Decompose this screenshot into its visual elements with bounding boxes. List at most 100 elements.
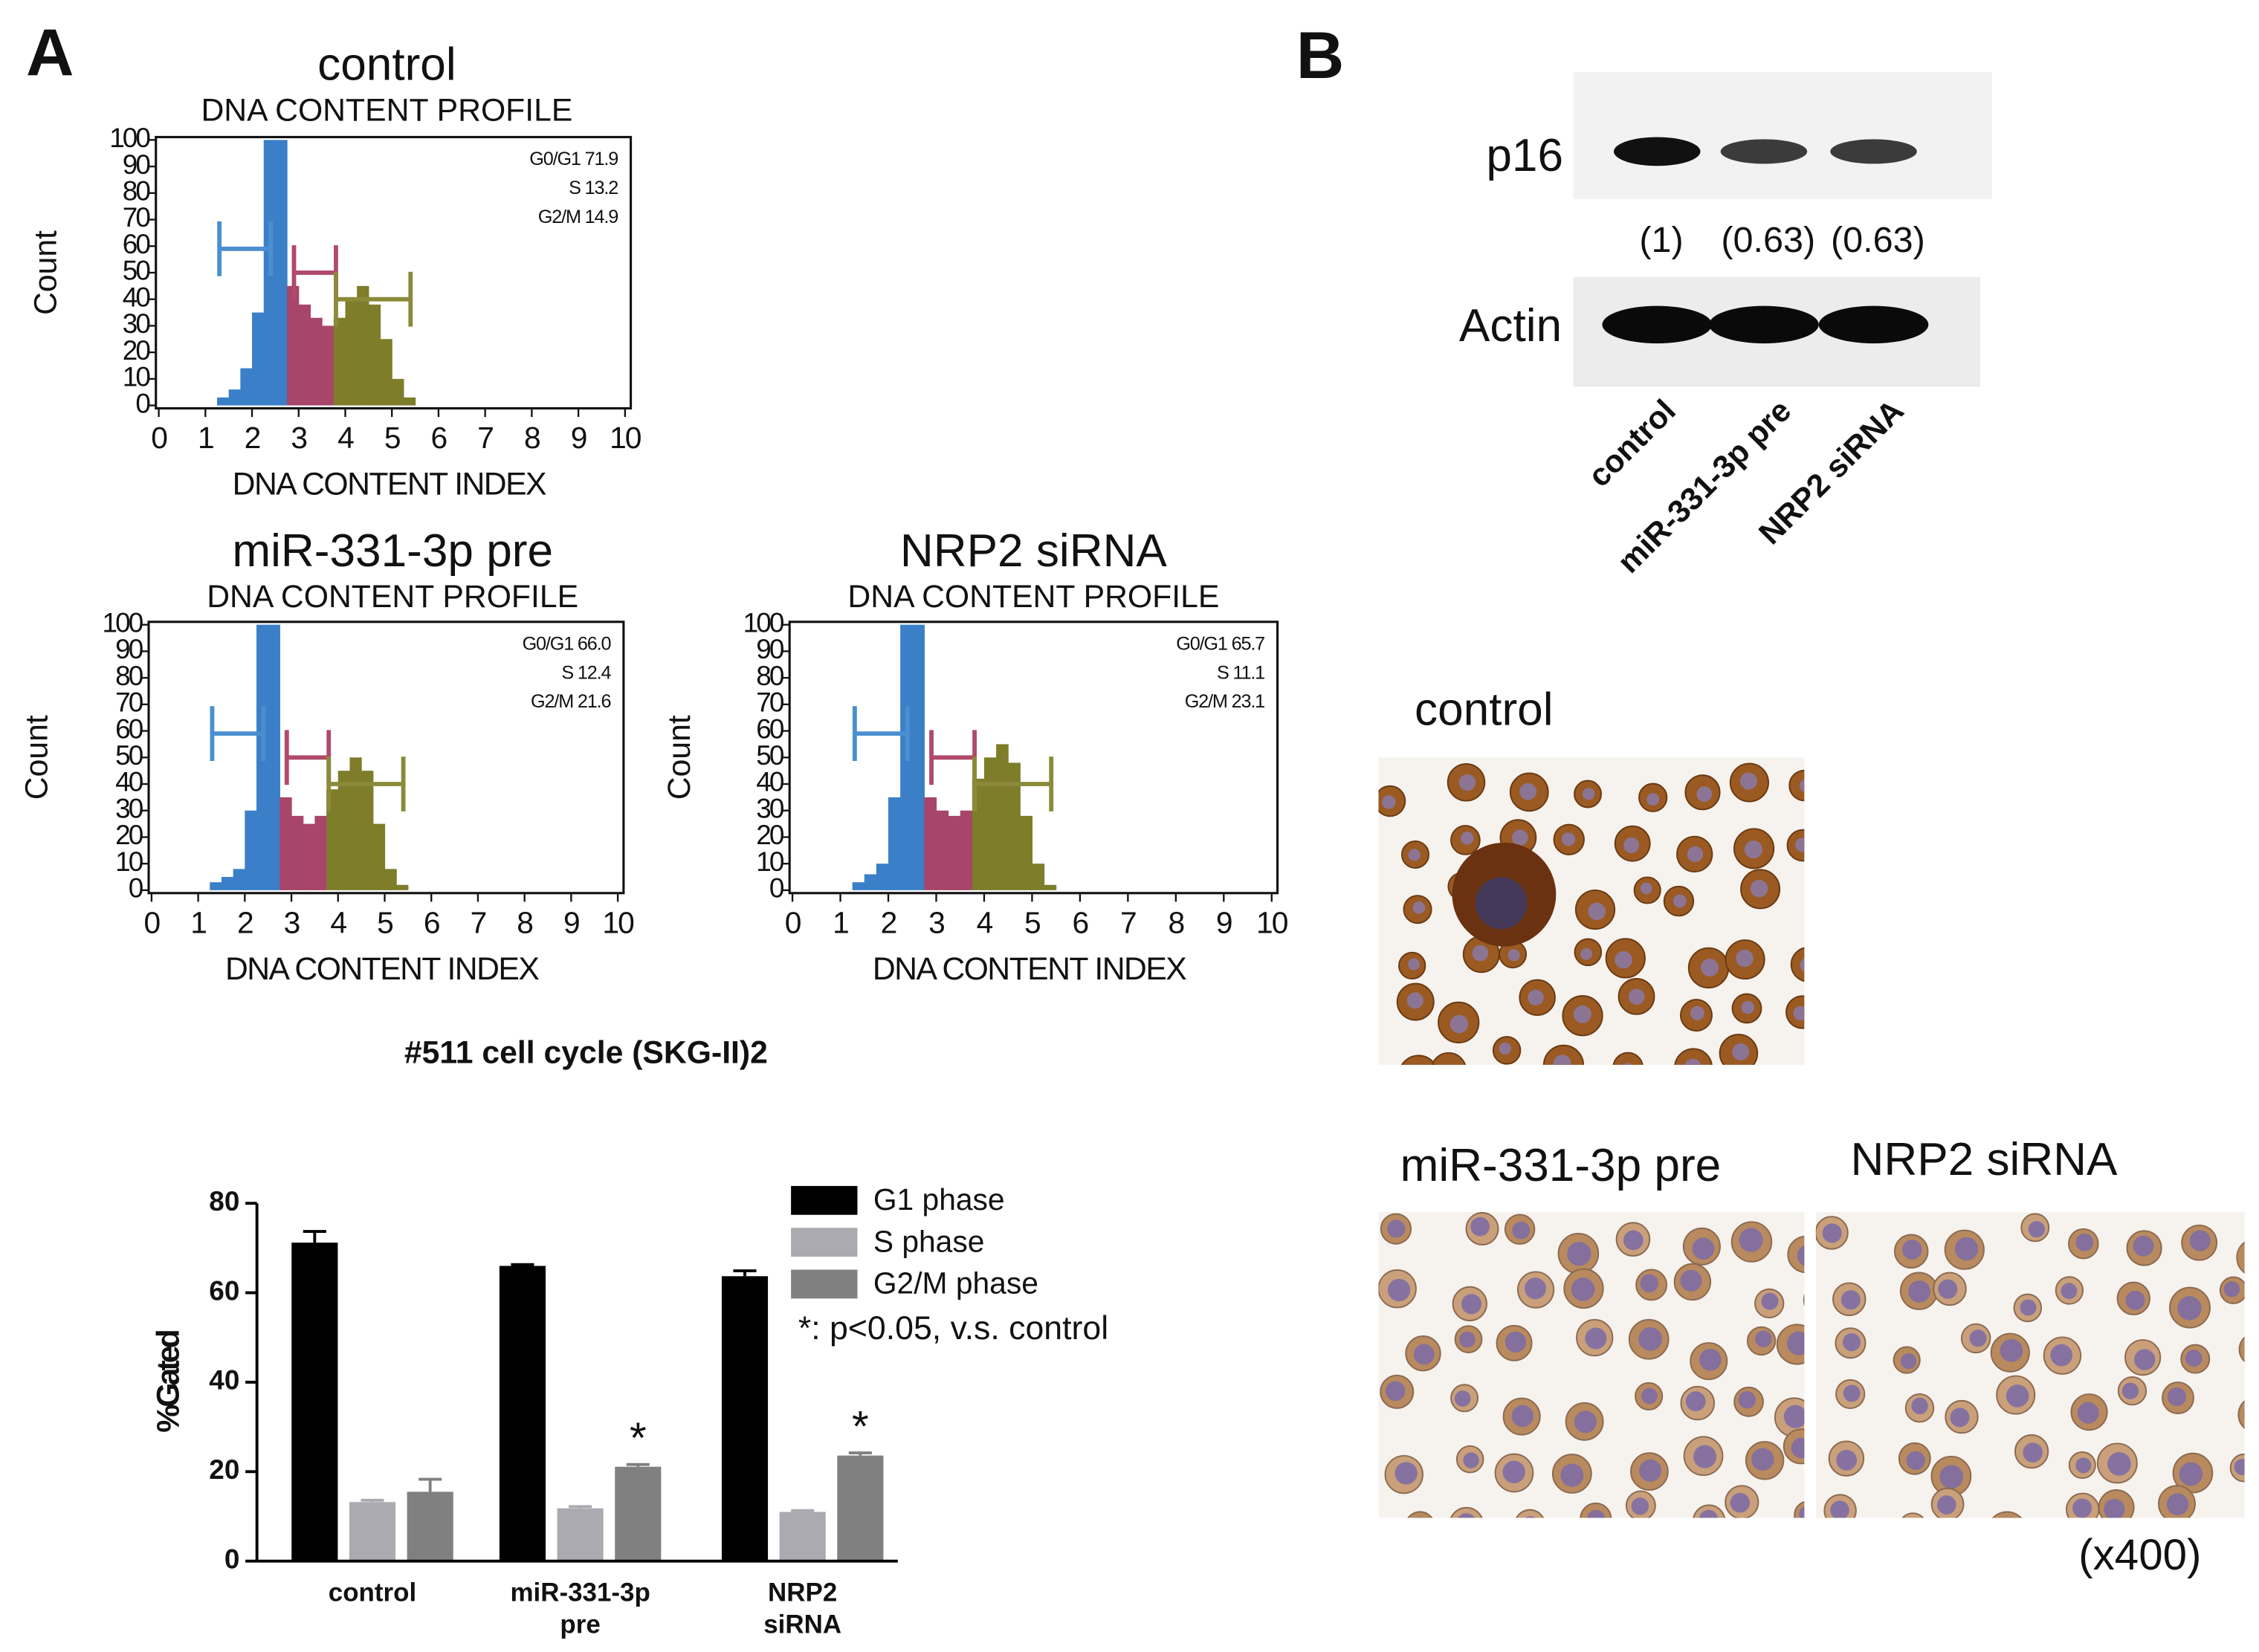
histogram-bar — [912, 624, 925, 890]
y-tick-label: 60 — [209, 1275, 239, 1306]
x-tick-label: 3 — [284, 905, 300, 939]
x-tick-label: 2 — [881, 905, 896, 939]
nucleus — [1458, 774, 1476, 791]
histogram-bar — [380, 339, 392, 406]
x-tick-label: 5 — [384, 421, 400, 455]
y-tick-label: 50 — [115, 740, 143, 771]
histogram-bar — [333, 317, 346, 406]
micrograph-label: control — [1415, 684, 1553, 736]
nucleus — [1791, 1437, 1805, 1459]
nucleus — [2185, 1350, 2203, 1367]
nucleus — [2077, 1402, 2099, 1424]
histogram-bar — [396, 884, 409, 890]
significance: * — [852, 1402, 869, 1451]
nucleus — [2107, 1452, 2131, 1476]
nucleus — [2133, 1349, 2156, 1370]
y-tick-label: 20 — [756, 820, 784, 850]
legend-swatch — [791, 1185, 858, 1215]
nucleus — [2133, 1235, 2154, 1257]
y-tick-label: 50 — [123, 256, 151, 286]
nucleus — [1499, 1042, 1512, 1055]
nucleus — [2189, 1230, 2211, 1251]
chart-title: #511 cell cycle (SKG-II)2 — [404, 1035, 768, 1071]
histogram-bar — [852, 882, 865, 890]
nucleus — [1454, 1390, 1471, 1407]
x-tick-label: pre — [560, 1610, 600, 1639]
nucleus — [1446, 1063, 1453, 1065]
nucleus — [1938, 1279, 1958, 1299]
x-tick-label: 9 — [1216, 905, 1232, 939]
nucleus — [1741, 1000, 1755, 1014]
y-tick-label: 20 — [123, 335, 151, 366]
y-tick-label: 30 — [123, 308, 151, 339]
histogram-bar — [210, 882, 222, 890]
cell — [1516, 1509, 1545, 1518]
nucleus — [2072, 1498, 2092, 1518]
nucleus — [1502, 1460, 1525, 1484]
nucleus — [1525, 1516, 1536, 1518]
nucleus — [1450, 1014, 1469, 1034]
y-tick-label: 0 — [129, 873, 143, 904]
x-tick-label: 5 — [377, 905, 392, 939]
y-tick-label: 0 — [224, 1544, 240, 1574]
nucleus — [1571, 1277, 1595, 1301]
annotation: G2/M 23.1 — [1185, 691, 1264, 712]
x-tick-label: 3 — [928, 905, 944, 939]
x-tick-label: 2 — [245, 421, 260, 455]
nucleus — [1588, 902, 1606, 921]
nucleus — [1573, 1005, 1591, 1023]
chart-title: miR-331-3p pre — [232, 525, 553, 577]
histogram-bar — [287, 285, 300, 406]
nucleus — [1387, 1278, 1411, 1302]
x-tick-label: siRNA — [763, 1610, 841, 1639]
nucleus — [2246, 1340, 2259, 1359]
y-tick-label: 0 — [769, 873, 784, 904]
nucleus — [1458, 1513, 1476, 1518]
histogram-bar — [275, 140, 288, 406]
y-tick-label: 10 — [123, 362, 151, 392]
blot-band — [1720, 139, 1808, 164]
plot-frame — [155, 135, 633, 409]
cell — [1809, 869, 1841, 901]
histogram-bar — [1044, 884, 1057, 890]
nucleus — [2245, 1245, 2259, 1268]
y-tick-label: 10 — [115, 846, 143, 877]
bar — [615, 1466, 662, 1561]
nucleus — [1911, 1397, 1928, 1415]
cell — [1431, 1052, 1467, 1065]
histogram-bar — [936, 810, 949, 890]
nucleus — [1908, 1280, 1930, 1303]
nucleus — [1680, 1269, 1702, 1292]
x-tick-label: 4 — [977, 905, 993, 939]
nucleus — [1799, 779, 1805, 793]
nucleus — [1413, 1344, 1435, 1365]
histogram-bar — [1032, 864, 1045, 890]
cell — [1788, 769, 1805, 802]
y-tick-label: 40 — [756, 767, 784, 797]
nucleus — [1461, 832, 1474, 845]
nucleus — [1638, 1327, 1662, 1351]
lane-label: control — [1581, 393, 1682, 494]
nucleus — [1684, 1058, 1701, 1065]
histogram-bar — [349, 757, 362, 890]
nucleus — [1900, 1353, 1917, 1370]
nucleus — [1693, 1445, 1717, 1468]
annotation: S 12.4 — [561, 662, 611, 683]
nucleus — [1738, 1391, 1757, 1409]
histogram-bar — [924, 797, 937, 890]
x-tick-label: 7 — [471, 905, 486, 939]
x-tick-label: 5 — [1024, 905, 1040, 939]
nucleus — [1387, 1219, 1406, 1238]
x-tick-label: 7 — [477, 421, 493, 455]
nucleus — [1994, 1519, 2017, 1542]
nucleus — [1475, 877, 1528, 930]
nucleus — [1553, 1055, 1571, 1065]
nucleus — [1512, 829, 1528, 846]
histogram-bar — [1008, 762, 1021, 890]
bar — [407, 1491, 453, 1561]
y-tick-label: 90 — [123, 149, 151, 180]
x-tick-label: control — [329, 1578, 416, 1607]
x-tick-label: 7 — [1120, 905, 1136, 939]
nucleus — [2179, 1462, 2203, 1486]
nucleus — [2061, 1283, 2078, 1300]
